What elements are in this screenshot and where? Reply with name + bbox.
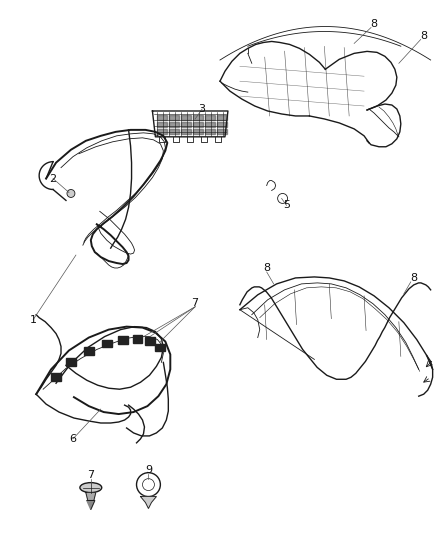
Text: 8: 8 — [420, 31, 427, 42]
Text: 8: 8 — [371, 19, 378, 29]
Bar — [157, 129, 167, 134]
Bar — [102, 340, 112, 348]
Bar — [170, 129, 179, 134]
Bar — [51, 373, 61, 381]
Bar — [217, 122, 227, 127]
Bar — [193, 115, 203, 120]
Text: 2: 2 — [49, 174, 57, 183]
Text: 6: 6 — [70, 434, 77, 444]
Bar — [170, 115, 179, 120]
Bar — [193, 122, 203, 127]
Text: 7: 7 — [87, 470, 94, 480]
Text: 8: 8 — [410, 273, 417, 283]
Bar — [205, 115, 215, 120]
Bar — [181, 115, 191, 120]
Bar — [181, 129, 191, 134]
Text: 3: 3 — [198, 104, 205, 114]
Text: 5: 5 — [283, 200, 290, 211]
Text: 1: 1 — [30, 314, 37, 325]
Polygon shape — [141, 497, 156, 508]
Bar — [217, 129, 227, 134]
Text: 9: 9 — [145, 465, 152, 475]
Polygon shape — [87, 500, 95, 510]
Bar — [155, 343, 165, 351]
Polygon shape — [86, 492, 96, 500]
Bar — [170, 122, 179, 127]
Bar — [193, 129, 203, 134]
Text: 8: 8 — [263, 263, 270, 273]
Bar — [118, 336, 127, 343]
Bar — [66, 358, 76, 366]
Bar — [217, 115, 227, 120]
Bar — [133, 335, 142, 343]
Bar — [205, 122, 215, 127]
Bar — [145, 336, 155, 344]
Bar — [157, 122, 167, 127]
Bar — [181, 122, 191, 127]
Bar — [157, 115, 167, 120]
Ellipse shape — [80, 482, 102, 492]
Bar — [205, 129, 215, 134]
Bar — [84, 348, 94, 356]
Circle shape — [67, 190, 75, 197]
Text: 7: 7 — [191, 298, 199, 308]
